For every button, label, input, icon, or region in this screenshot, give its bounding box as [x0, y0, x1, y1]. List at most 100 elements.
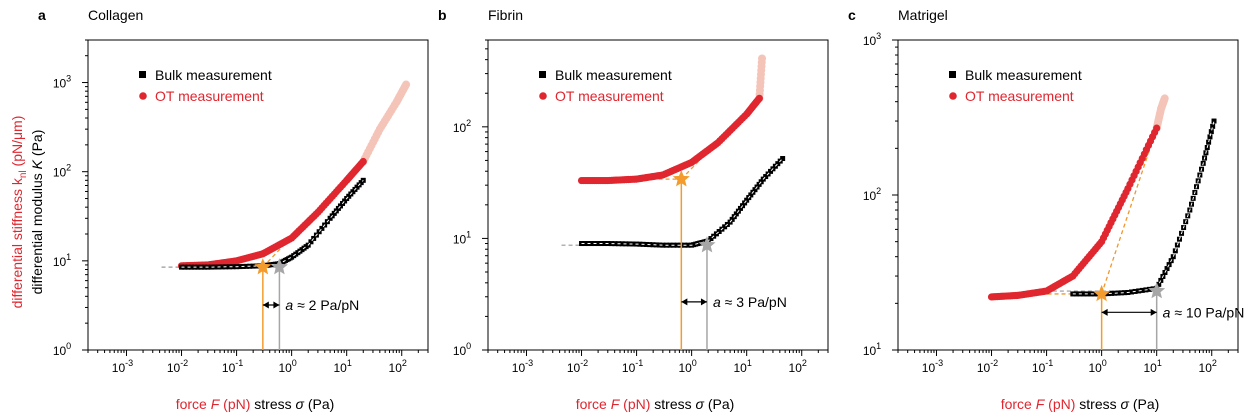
- x-tick-label: 10-2: [567, 358, 588, 375]
- panel-title-c: Matrigel: [898, 7, 948, 23]
- bulk-point: [637, 241, 643, 247]
- bulk-point: [250, 263, 256, 269]
- bulk-point: [608, 241, 614, 247]
- panel-b: b Fibrin 10-3 10-2 10-1 100 101 102 100 101 102 a ≈…: [438, 7, 829, 375]
- bulk-point: [748, 192, 754, 198]
- ot-point: [359, 157, 367, 166]
- bulk-point: [1115, 290, 1121, 296]
- x-tick-label: 101: [1143, 358, 1161, 375]
- bulk-fit-curve: [181, 179, 364, 268]
- bulk-point: [660, 242, 666, 248]
- bulk-point: [775, 161, 781, 167]
- bulk-point: [1210, 123, 1216, 129]
- bulk-point: [674, 242, 680, 248]
- bulk-point: [595, 241, 601, 247]
- bulk-threshold-star: [698, 236, 716, 253]
- bulk-point: [212, 264, 218, 270]
- bulk-point: [1207, 134, 1213, 140]
- bulk-point: [316, 229, 322, 235]
- bulk-point: [722, 224, 728, 230]
- scaling-arrow-head-left: [262, 301, 269, 309]
- y-tick-label: 101: [453, 229, 471, 246]
- x-tick-label: 10-1: [622, 358, 643, 375]
- y-tick-label: 102: [453, 118, 471, 135]
- bulk-point: [667, 242, 673, 248]
- x-tick-label: 10-3: [112, 358, 133, 375]
- y-tick-label: 101: [863, 341, 881, 358]
- legend-ot-marker: [539, 92, 547, 100]
- x-axis-label-a: force F (pN) stress σ (Pa): [176, 396, 335, 412]
- x-tick-label: 101: [333, 358, 351, 375]
- y-tick-label: 102: [863, 186, 881, 203]
- x-tick-label: 10-1: [1032, 358, 1053, 375]
- bulk-point: [643, 241, 649, 247]
- bulk-point: [758, 179, 764, 185]
- bulk-point: [226, 264, 232, 270]
- x-tick-label: 100: [278, 358, 296, 375]
- bulk-point: [1105, 291, 1111, 297]
- bulk-point: [1208, 129, 1214, 135]
- bulk-point: [182, 264, 188, 270]
- bulk-point: [708, 236, 714, 242]
- x-tick-label: 102: [389, 358, 407, 375]
- bulk-point: [1206, 139, 1212, 145]
- scaling-annotation: a ≈ 10 Pa/pN: [1163, 304, 1245, 320]
- ot-threshold-star: [672, 170, 690, 187]
- bulk-point: [602, 241, 608, 247]
- bulk-point: [650, 242, 656, 248]
- bulk-point: [756, 181, 762, 187]
- ot-threshold-star: [254, 258, 272, 275]
- panel-letter-b: b: [438, 7, 447, 23]
- bulk-point: [733, 211, 739, 217]
- ot-faded-point: [402, 80, 411, 89]
- bulk-point: [626, 241, 632, 247]
- panel-letter-a: a: [38, 7, 46, 23]
- bulk-point: [308, 239, 314, 245]
- y-tick-label: 102: [53, 163, 71, 180]
- bulk-point: [588, 241, 594, 247]
- bulk-point: [208, 264, 214, 270]
- x-tick-label: 102: [789, 358, 807, 375]
- bulk-point: [768, 168, 774, 174]
- legend-ot-marker: [139, 92, 147, 100]
- x-tick-label: 100: [1088, 358, 1106, 375]
- x-tick-label: 10-2: [977, 358, 998, 375]
- scaling-arrow-head-left: [681, 298, 688, 306]
- plot-frame-a: [87, 39, 429, 351]
- bulk-point: [1211, 118, 1217, 124]
- panel-c: c Matrigel 10-3 10-2 10-1 100 101 102 101 102 103 a…: [848, 7, 1244, 375]
- bulk-threshold-star: [1148, 282, 1166, 299]
- ot-threshold-star: [1093, 284, 1111, 302]
- bulk-point: [237, 264, 243, 270]
- bulk-point: [685, 242, 691, 248]
- bulk-point: [230, 264, 236, 270]
- plot-frame-b: [487, 39, 829, 351]
- bulk-point: [195, 264, 201, 270]
- y-tick-label: 103: [53, 74, 71, 91]
- bulk-point: [1122, 290, 1128, 296]
- ot-faded-point: [1160, 94, 1169, 103]
- bulk-point: [1091, 291, 1097, 297]
- scaling-arrow-head-right: [700, 298, 707, 306]
- legend-ot-label: OT measurement: [555, 88, 664, 104]
- bulk-point: [1164, 266, 1170, 272]
- y-tick-label: 101: [53, 252, 71, 269]
- bulk-point: [619, 241, 625, 247]
- ot-faded-point: [758, 54, 767, 63]
- bulk-point: [219, 264, 225, 270]
- ot-slope-fit: [1101, 127, 1158, 295]
- bulk-point: [1073, 291, 1079, 297]
- bulk-point: [744, 197, 750, 203]
- bulk-threshold-star: [270, 258, 288, 275]
- bulk-point: [582, 241, 588, 247]
- panel-title-a: Collagen: [88, 7, 143, 23]
- legend-ot-label: OT measurement: [155, 88, 264, 104]
- x-tick-label: 10-3: [922, 358, 943, 375]
- x-tick-label: 10-1: [222, 358, 243, 375]
- x-tick-label: 102: [1199, 358, 1217, 375]
- bulk-point: [716, 229, 722, 235]
- bulk-point: [752, 187, 758, 193]
- scaling-annotation: a ≈ 2 Pa/pN: [285, 297, 359, 313]
- scaling-annotation: a ≈ 3 Pa/pN: [713, 294, 787, 310]
- bulk-point: [1081, 291, 1087, 297]
